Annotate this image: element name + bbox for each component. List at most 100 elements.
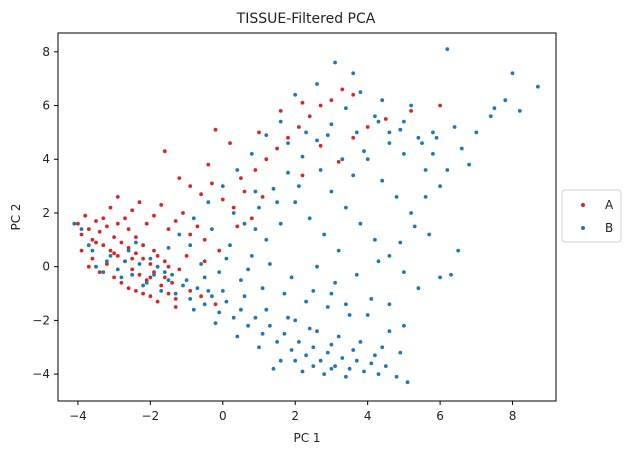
point-b-131 bbox=[423, 168, 428, 172]
point-a-48 bbox=[181, 211, 185, 215]
point-b-159 bbox=[387, 302, 392, 307]
point-a-4 bbox=[90, 237, 95, 242]
point-b-153 bbox=[224, 256, 229, 261]
point-a-54 bbox=[199, 192, 204, 197]
point-a-43 bbox=[144, 221, 149, 226]
point-a-15 bbox=[130, 267, 135, 272]
point-b-26 bbox=[268, 323, 272, 328]
point-b-106 bbox=[220, 184, 225, 189]
point-b-56 bbox=[358, 340, 363, 344]
point-b-189 bbox=[286, 141, 290, 146]
point-b-193 bbox=[188, 243, 193, 248]
point-b-60 bbox=[387, 329, 392, 334]
point-b-176 bbox=[271, 366, 276, 371]
x-tick-label: 6 bbox=[436, 409, 444, 423]
point-a-33 bbox=[126, 286, 131, 291]
point-b-39 bbox=[362, 369, 366, 374]
point-b-86 bbox=[459, 146, 464, 151]
point-a-52 bbox=[177, 176, 182, 181]
point-a-90 bbox=[79, 248, 84, 253]
y-tick-label: 2 bbox=[42, 206, 50, 220]
point-b-75 bbox=[300, 154, 305, 159]
chart-title: TISSUE-Filtered PCA bbox=[236, 11, 376, 27]
point-a-41 bbox=[130, 208, 135, 213]
point-b-147 bbox=[354, 272, 359, 277]
point-b-5 bbox=[115, 267, 120, 272]
point-b-174 bbox=[351, 348, 356, 352]
point-a-61 bbox=[275, 146, 279, 151]
point-b-156 bbox=[329, 291, 334, 296]
point-b-3 bbox=[101, 270, 106, 274]
point-b-186 bbox=[354, 130, 359, 135]
point-a-64 bbox=[307, 114, 312, 119]
point-b-4 bbox=[108, 254, 113, 258]
point-b-185 bbox=[376, 119, 381, 124]
point-a-91 bbox=[94, 240, 98, 245]
point-b-178 bbox=[311, 364, 316, 368]
point-b-196 bbox=[119, 275, 124, 280]
point-b-31 bbox=[304, 353, 308, 358]
point-b-199 bbox=[72, 221, 77, 226]
data-points bbox=[72, 47, 540, 385]
point-b-87 bbox=[474, 130, 479, 135]
point-a-26 bbox=[170, 280, 175, 285]
point-b-191 bbox=[231, 211, 236, 215]
point-a-63 bbox=[297, 125, 301, 129]
point-a-83 bbox=[438, 103, 442, 108]
point-b-127 bbox=[394, 195, 399, 199]
point-b-112 bbox=[358, 221, 363, 226]
point-a-37 bbox=[155, 299, 160, 304]
point-b-109 bbox=[177, 232, 182, 237]
point-b-98 bbox=[351, 71, 356, 76]
point-a-31 bbox=[112, 275, 116, 280]
point-b-169 bbox=[242, 294, 247, 299]
point-b-7 bbox=[130, 272, 135, 277]
point-b-117 bbox=[336, 248, 341, 253]
point-a-79 bbox=[351, 135, 356, 140]
point-a-22 bbox=[155, 254, 160, 258]
x-tick-label: −4 bbox=[69, 409, 87, 423]
point-b-113 bbox=[373, 237, 377, 242]
point-a-55 bbox=[210, 181, 214, 186]
point-b-103 bbox=[264, 133, 269, 138]
point-b-46 bbox=[300, 369, 305, 374]
point-b-6 bbox=[123, 259, 127, 264]
point-b-83 bbox=[416, 135, 421, 140]
point-b-35 bbox=[333, 364, 337, 368]
point-b-96 bbox=[409, 103, 413, 108]
point-b-133 bbox=[387, 141, 392, 146]
point-b-15 bbox=[188, 297, 193, 301]
plot-frame bbox=[57, 32, 557, 402]
y-tick-label: −4 bbox=[32, 367, 50, 381]
point-b-20 bbox=[224, 299, 229, 304]
point-b-41 bbox=[376, 372, 381, 376]
point-a-71 bbox=[239, 176, 243, 181]
point-a-30 bbox=[105, 262, 109, 266]
point-a-12 bbox=[119, 240, 124, 245]
point-b-93 bbox=[445, 47, 450, 51]
point-b-107 bbox=[206, 200, 211, 205]
point-b-136 bbox=[318, 168, 323, 172]
point-a-32 bbox=[119, 280, 124, 285]
point-a-76 bbox=[213, 127, 218, 132]
point-a-19 bbox=[144, 278, 149, 282]
legend-label-b: B bbox=[605, 221, 613, 235]
point-b-30 bbox=[297, 340, 301, 344]
point-b-161 bbox=[134, 240, 138, 245]
point-b-188 bbox=[304, 130, 308, 135]
point-a-35 bbox=[141, 291, 146, 296]
point-b-134 bbox=[362, 149, 366, 154]
point-b-90 bbox=[517, 109, 522, 113]
point-a-75 bbox=[228, 141, 232, 146]
point-b-124 bbox=[351, 173, 356, 178]
point-b-121 bbox=[278, 221, 283, 226]
point-b-181 bbox=[452, 125, 457, 129]
point-b-55 bbox=[336, 334, 341, 339]
point-b-54 bbox=[315, 329, 319, 334]
point-b-171 bbox=[286, 315, 290, 320]
y-tick-label: 6 bbox=[42, 99, 50, 113]
point-a-17 bbox=[137, 272, 142, 277]
point-b-168 bbox=[220, 289, 225, 293]
point-b-118 bbox=[322, 232, 327, 237]
point-b-0 bbox=[79, 227, 84, 232]
